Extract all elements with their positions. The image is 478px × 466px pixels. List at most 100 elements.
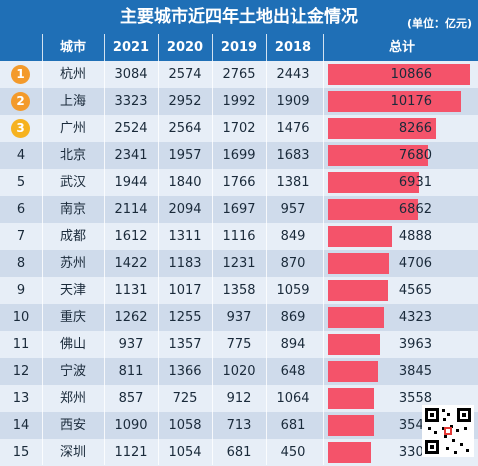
value-2018-cell: 450	[280, 445, 306, 460]
total-value: 4323	[398, 310, 432, 325]
column-divider	[212, 34, 213, 465]
header-total: 总计	[388, 40, 415, 55]
value-2021-cell: 1422	[114, 256, 148, 271]
value-2020-cell: 1957	[168, 148, 202, 163]
value-2019-cell: 1358	[222, 283, 256, 298]
rank-cell: 3	[0, 115, 42, 142]
value-2018-cell: 870	[280, 256, 306, 271]
value-2019-cell: 713	[226, 418, 252, 433]
table-row: 9 天津 1131 1017 1358 1059 4565	[0, 277, 478, 304]
total-bar	[328, 442, 371, 463]
table-row: 3 广州 2524 2564 1702 1476 8266	[0, 115, 478, 142]
value-2018-cell: 869	[280, 310, 306, 325]
value-2021-cell: 3323	[114, 94, 148, 109]
title-bar	[0, 0, 478, 34]
city-cell: 成都	[59, 229, 86, 244]
table-row: 12 宁波 811 1366 1020 648 3845	[0, 358, 478, 385]
header-city: 城市	[59, 40, 86, 55]
city-cell: 佛山	[59, 337, 86, 352]
value-2020-cell: 1017	[168, 283, 202, 298]
value-2018-cell: 1059	[276, 283, 310, 298]
total-bar	[328, 307, 384, 328]
value-2021-cell: 857	[118, 391, 144, 406]
rank-cell: 9	[16, 283, 26, 298]
total-bar	[328, 388, 374, 409]
total-bar	[328, 91, 461, 112]
value-2021-cell: 1131	[114, 283, 148, 298]
value-2019-cell: 912	[226, 391, 252, 406]
table-header: 城市 2021 2020 2019 2018 总计	[0, 34, 478, 61]
value-2021-cell: 2341	[114, 148, 148, 163]
value-2018-cell: 648	[280, 364, 306, 379]
qr-code-icon	[422, 405, 474, 457]
table-row: 2 上海 3323 2952 1992 1909 10176	[0, 88, 478, 115]
value-2020-cell: 1058	[168, 418, 202, 433]
total-bar	[328, 415, 374, 436]
table-row: 14 西安 1090 1058 713 681 3542	[0, 412, 478, 439]
table-row: 10 重庆 1262 1255 937 869 4323	[0, 304, 478, 331]
value-2019-cell: 937	[226, 310, 252, 325]
city-cell: 上海	[59, 94, 86, 109]
rank-cell: 7	[16, 229, 26, 244]
rank-badge: 3	[11, 119, 30, 138]
total-value: 3963	[398, 337, 432, 352]
value-2021-cell: 1090	[114, 418, 148, 433]
value-2018-cell: 681	[280, 418, 306, 433]
city-cell: 广州	[59, 121, 86, 136]
value-2019-cell: 1020	[222, 364, 256, 379]
value-2019-cell: 681	[226, 445, 252, 460]
total-value: 7680	[398, 148, 432, 163]
table-row: 8 苏州 1422 1183 1231 870 4706	[0, 250, 478, 277]
rank-cell: 6	[16, 202, 26, 217]
total-value: 10866	[390, 67, 432, 82]
value-2018-cell: 2443	[276, 67, 310, 82]
value-2020-cell: 1183	[168, 256, 202, 271]
header-2018: 2018	[274, 40, 312, 55]
total-value: 3845	[398, 364, 432, 379]
column-divider	[266, 34, 267, 465]
total-bar	[328, 64, 470, 85]
column-divider	[42, 34, 43, 465]
value-2018-cell: 1381	[276, 175, 310, 190]
total-bar	[328, 280, 388, 301]
rank-cell: 4	[16, 148, 26, 163]
value-2019-cell: 775	[226, 337, 252, 352]
total-value: 8266	[398, 121, 432, 136]
city-cell: 重庆	[59, 310, 86, 325]
value-2021-cell: 1944	[114, 175, 148, 190]
value-2021-cell: 2114	[114, 202, 148, 217]
value-2021-cell: 937	[118, 337, 144, 352]
city-cell: 南京	[59, 202, 86, 217]
column-divider	[104, 34, 105, 465]
value-2020-cell: 1255	[168, 310, 202, 325]
value-2020-cell: 1054	[168, 445, 202, 460]
value-2021-cell: 1121	[114, 445, 148, 460]
table-row: 7 成都 1612 1311 1116 849 4888	[0, 223, 478, 250]
total-bar	[328, 145, 428, 166]
city-cell: 宁波	[59, 364, 86, 379]
rank-cell: 11	[12, 337, 30, 352]
value-2020-cell: 725	[172, 391, 198, 406]
column-divider	[323, 34, 324, 465]
rank-badge: 1	[11, 65, 30, 84]
unit-label: (单位：亿元)	[406, 17, 472, 30]
city-cell: 杭州	[59, 67, 86, 82]
value-2019-cell: 1766	[222, 175, 256, 190]
value-2020-cell: 1366	[168, 364, 202, 379]
value-2018-cell: 1064	[276, 391, 310, 406]
value-2018-cell: 1909	[276, 94, 310, 109]
value-2021-cell: 811	[118, 364, 144, 379]
header-2021: 2021	[112, 40, 150, 55]
value-2019-cell: 1699	[222, 148, 256, 163]
value-2018-cell: 1683	[276, 148, 310, 163]
value-2020-cell: 1840	[168, 175, 202, 190]
total-value: 3542	[398, 418, 432, 433]
city-cell: 武汉	[59, 175, 86, 190]
value-2020-cell: 1311	[168, 229, 202, 244]
table-row: 13 郑州 857 725 912 1064 3558	[0, 385, 478, 412]
value-2019-cell: 1231	[222, 256, 256, 271]
rank-cell: 13	[12, 391, 30, 406]
value-2020-cell: 2564	[168, 121, 202, 136]
rank-cell: 2	[0, 88, 42, 115]
